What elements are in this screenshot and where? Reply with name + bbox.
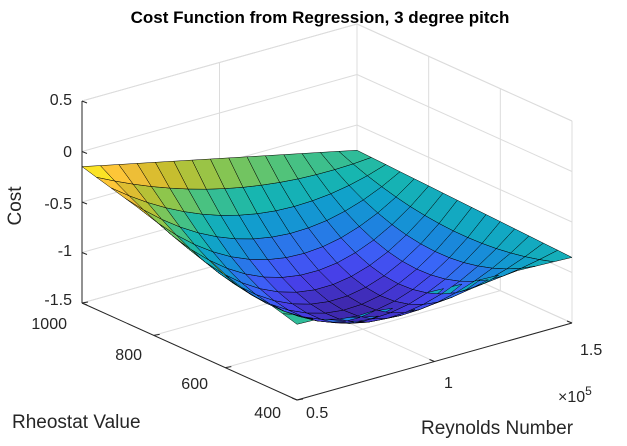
- surface-face: [81, 165, 115, 182]
- x-exponent-power: 5: [585, 384, 592, 398]
- x-tick-label: 1.5: [580, 342, 602, 359]
- chart-title: Cost Function from Regression, 3 degree …: [131, 8, 510, 27]
- z-tick-mark: [81, 252, 88, 255]
- y-tick-label: 1000: [31, 316, 67, 333]
- z-axis-ticks: 0.5 0 -0.5 -1 -1.5: [44, 92, 72, 309]
- surface: [81, 150, 573, 325]
- grid-line: [356, 23, 573, 122]
- y-tick-mark: [225, 366, 232, 369]
- z-tick-mark: [81, 201, 88, 205]
- z-axis-label: Cost: [5, 186, 26, 226]
- y-axis-ticks: 1000 800 600 400: [31, 316, 281, 422]
- z-tick-mark: [81, 151, 88, 154]
- x-axis-label: Reynolds Number: [421, 418, 574, 439]
- grid-line: [81, 74, 358, 152]
- y-tick-mark: [296, 398, 304, 401]
- x-tick-label: 0.5: [306, 405, 328, 422]
- x-tick-mark: [566, 320, 573, 324]
- y-tick-mark: [153, 333, 160, 336]
- axes-box: [81, 100, 573, 401]
- y-axis-label: Rheostat Value: [12, 412, 141, 433]
- x-tick-mark: [291, 397, 298, 401]
- y-tick-mark: [81, 301, 89, 304]
- y-tick-label: 400: [254, 405, 281, 422]
- y-tick-label: 600: [181, 376, 208, 393]
- z-tick-label: -1: [58, 243, 72, 260]
- grid-line: [225, 290, 501, 369]
- z-tick-label: -0.5: [44, 196, 72, 213]
- svg-text:×105: ×105: [558, 384, 592, 406]
- y-tick-label: 800: [115, 347, 142, 364]
- grid-line: [356, 124, 573, 223]
- x-axis-ticks: 0.5 1 1.5: [306, 342, 602, 422]
- x-tick-label: 1: [444, 375, 453, 392]
- x-exponent-base: ×10: [558, 389, 585, 406]
- z-tick-mark: [81, 100, 88, 104]
- x-exponent: ×105: [558, 384, 592, 406]
- z-tick-label: 0: [63, 144, 72, 161]
- z-tick-label: 0.5: [50, 92, 72, 109]
- grid-line: [356, 74, 573, 172]
- z-tick-label: -1.5: [44, 292, 72, 309]
- grid-line: [81, 23, 358, 102]
- x-tick-mark: [429, 359, 435, 362]
- y-axis-line: [81, 302, 298, 401]
